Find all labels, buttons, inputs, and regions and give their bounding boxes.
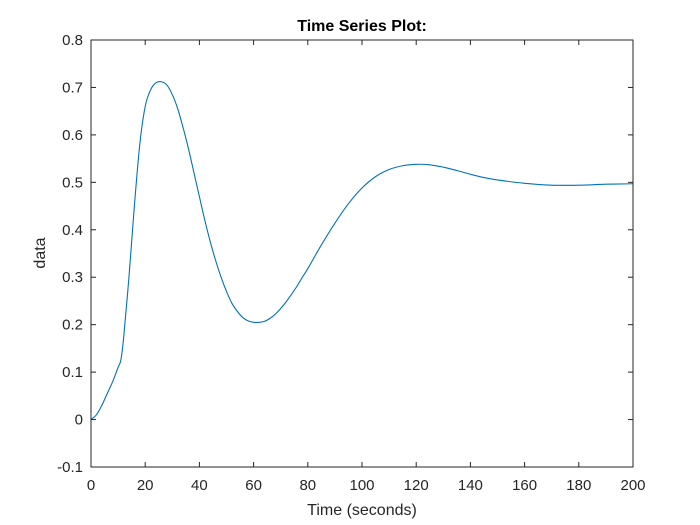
x-tick-label: 160 bbox=[512, 477, 537, 494]
y-tick-labels: -0.1 0 0.1 0.2 0.3 0.4 0.5 0.6 0.7 0.8 bbox=[57, 32, 83, 476]
x-tick-label: 180 bbox=[566, 477, 591, 494]
x-tick-label: 0 bbox=[87, 477, 95, 494]
x-tick-label: 60 bbox=[245, 477, 262, 494]
y-axis-label: data bbox=[32, 237, 49, 268]
x-tick-label: 20 bbox=[137, 477, 154, 494]
x-tick-label: 140 bbox=[458, 477, 483, 494]
x-tick-label: 80 bbox=[299, 477, 316, 494]
x-tick-label: 120 bbox=[404, 477, 429, 494]
plot-frame bbox=[90, 39, 634, 468]
y-tick-label: 0.4 bbox=[62, 222, 83, 239]
y-tick-label: 0.1 bbox=[62, 364, 83, 381]
y-tick-label: 0.6 bbox=[62, 127, 83, 144]
y-tick-label: 0.2 bbox=[62, 317, 83, 334]
x-tick-labels: 0 20 40 60 80 100 120 140 160 180 200 bbox=[87, 477, 646, 494]
x-tick-label: 100 bbox=[349, 477, 374, 494]
plot-area bbox=[91, 40, 633, 467]
series-line bbox=[90, 80, 634, 420]
chart-title: Time Series Plot: bbox=[297, 18, 427, 35]
y-tick-label: 0.8 bbox=[62, 32, 83, 49]
x-axis-label: Time (seconds) bbox=[307, 502, 417, 519]
y-tick-label: 0.5 bbox=[62, 174, 83, 191]
series-layer bbox=[90, 80, 634, 420]
y-tick-label: 0.7 bbox=[62, 79, 83, 96]
y-tick-label: -0.1 bbox=[57, 459, 83, 476]
x-tick-label: 200 bbox=[620, 477, 645, 494]
y-tick-label: 0.3 bbox=[62, 269, 83, 286]
x-tick-label: 40 bbox=[191, 477, 208, 494]
y-tick-label: 0 bbox=[75, 412, 83, 429]
